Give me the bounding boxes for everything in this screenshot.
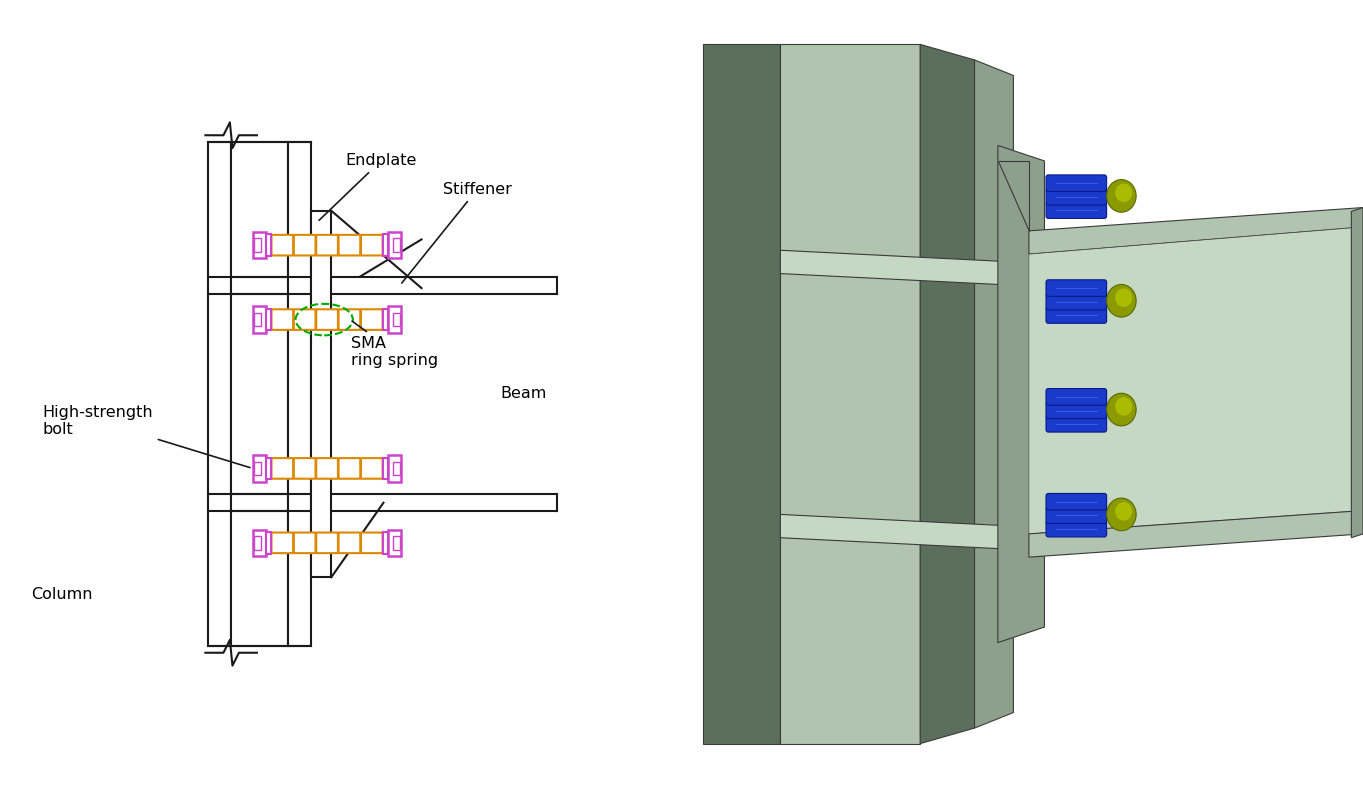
- FancyBboxPatch shape: [361, 533, 383, 553]
- Bar: [383, 309, 388, 330]
- FancyBboxPatch shape: [361, 458, 383, 479]
- Bar: [254, 462, 260, 475]
- Bar: [383, 235, 388, 256]
- FancyBboxPatch shape: [338, 533, 360, 553]
- Polygon shape: [781, 44, 920, 744]
- Bar: [266, 458, 271, 479]
- Text: SMA
ring spring: SMA ring spring: [352, 322, 439, 368]
- Bar: [252, 307, 266, 333]
- Bar: [388, 232, 402, 258]
- FancyBboxPatch shape: [294, 533, 316, 553]
- FancyBboxPatch shape: [1045, 307, 1107, 323]
- Ellipse shape: [1107, 498, 1137, 531]
- Ellipse shape: [1107, 393, 1137, 426]
- Bar: [209, 142, 232, 646]
- Bar: [266, 532, 271, 553]
- FancyBboxPatch shape: [1045, 175, 1107, 191]
- Polygon shape: [781, 515, 1014, 549]
- Bar: [266, 235, 271, 256]
- FancyBboxPatch shape: [316, 533, 338, 553]
- Bar: [383, 532, 388, 553]
- Text: Beam: Beam: [500, 386, 547, 402]
- FancyBboxPatch shape: [271, 235, 293, 255]
- FancyBboxPatch shape: [338, 309, 360, 330]
- Bar: [388, 530, 402, 556]
- FancyBboxPatch shape: [338, 458, 360, 479]
- Text: High-strength
bolt: High-strength bolt: [42, 405, 249, 467]
- Bar: [254, 536, 260, 550]
- FancyBboxPatch shape: [1045, 202, 1107, 218]
- FancyBboxPatch shape: [316, 458, 338, 479]
- Bar: [266, 309, 271, 330]
- Ellipse shape: [1107, 284, 1137, 317]
- Ellipse shape: [1115, 502, 1133, 521]
- Bar: [394, 313, 401, 326]
- Bar: [383, 458, 388, 479]
- Polygon shape: [781, 251, 1014, 285]
- Ellipse shape: [1115, 184, 1133, 202]
- Polygon shape: [1029, 511, 1363, 557]
- FancyBboxPatch shape: [316, 235, 338, 255]
- Bar: [394, 462, 401, 475]
- FancyBboxPatch shape: [1045, 280, 1107, 296]
- Text: Column: Column: [31, 587, 93, 602]
- Ellipse shape: [1115, 397, 1133, 416]
- FancyBboxPatch shape: [361, 235, 383, 255]
- Bar: [254, 313, 260, 326]
- Polygon shape: [1029, 227, 1363, 533]
- FancyBboxPatch shape: [1045, 415, 1107, 432]
- Polygon shape: [975, 60, 1014, 728]
- FancyBboxPatch shape: [361, 309, 383, 330]
- Bar: [311, 211, 331, 577]
- Polygon shape: [1029, 207, 1363, 255]
- Bar: [252, 455, 266, 481]
- FancyBboxPatch shape: [1045, 520, 1107, 537]
- Bar: [388, 455, 402, 481]
- Polygon shape: [920, 44, 975, 744]
- Ellipse shape: [1115, 288, 1133, 307]
- FancyBboxPatch shape: [294, 309, 316, 330]
- FancyBboxPatch shape: [316, 309, 338, 330]
- Text: Endplate: Endplate: [319, 153, 417, 221]
- Bar: [289, 142, 311, 646]
- Text: Stiffener: Stiffener: [402, 182, 512, 283]
- FancyBboxPatch shape: [271, 458, 293, 479]
- Bar: [232, 142, 289, 646]
- FancyBboxPatch shape: [1045, 507, 1107, 523]
- FancyBboxPatch shape: [1045, 388, 1107, 405]
- FancyBboxPatch shape: [294, 458, 316, 479]
- Bar: [252, 232, 266, 258]
- FancyBboxPatch shape: [1045, 493, 1107, 510]
- Polygon shape: [1351, 207, 1363, 537]
- FancyBboxPatch shape: [294, 235, 316, 255]
- Bar: [252, 530, 266, 556]
- FancyBboxPatch shape: [271, 309, 293, 330]
- Polygon shape: [998, 146, 1044, 642]
- Polygon shape: [703, 44, 781, 744]
- FancyBboxPatch shape: [338, 235, 360, 255]
- Bar: [394, 536, 401, 550]
- FancyBboxPatch shape: [1045, 293, 1107, 310]
- FancyBboxPatch shape: [1045, 402, 1107, 418]
- FancyBboxPatch shape: [271, 533, 293, 553]
- Polygon shape: [998, 161, 1029, 231]
- Bar: [388, 307, 402, 333]
- FancyBboxPatch shape: [1045, 188, 1107, 205]
- Bar: [254, 238, 260, 252]
- Ellipse shape: [1107, 180, 1137, 212]
- Bar: [394, 238, 401, 252]
